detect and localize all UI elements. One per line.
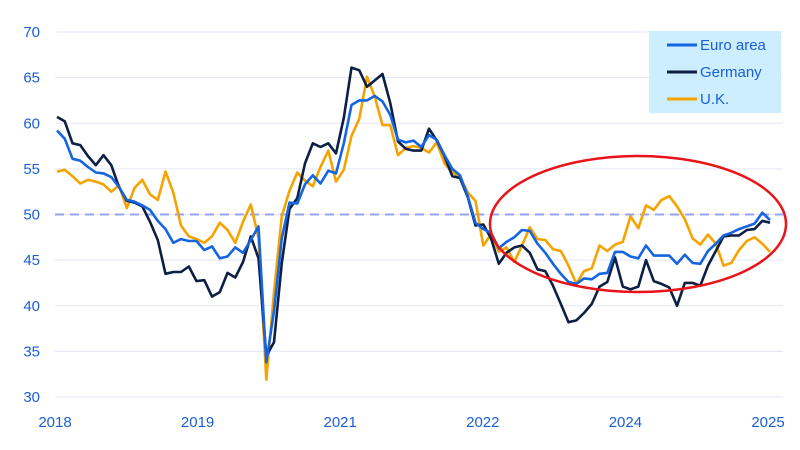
y-tick-label: 35 — [23, 343, 40, 360]
legend-label-uk: U.K. — [700, 91, 729, 108]
y-tick-label: 30 — [23, 389, 40, 406]
series-lines — [56, 66, 771, 382]
y-tick-label: 65 — [23, 70, 40, 87]
y-tick-label: 45 — [23, 252, 40, 269]
y-tick-label: 40 — [23, 298, 40, 315]
y-tick-label: 70 — [23, 24, 40, 41]
x-tick-label: 2024 — [609, 414, 642, 431]
x-tick-label: 2022 — [466, 414, 499, 431]
x-tick-label: 2025 — [751, 414, 784, 431]
series-line-u-k — [56, 75, 771, 382]
series-line-euro-area — [56, 94, 771, 364]
highlight-ellipse-annotation — [488, 154, 788, 294]
series-line-germany — [56, 66, 771, 358]
legend-label-euro-area: Euro area — [700, 37, 767, 54]
x-tick-label: 2018 — [38, 414, 71, 431]
y-tick-label: 50 — [23, 207, 40, 224]
y-tick-label: 55 — [23, 161, 40, 178]
legend-label-germany: Germany — [700, 64, 762, 81]
x-tick-label: 2021 — [324, 414, 357, 431]
legend: Euro area Germany U.K. — [649, 31, 781, 113]
y-tick-label: 60 — [23, 115, 40, 132]
x-axis-tick-labels: 2018 2019 2021 2022 2024 2025 — [38, 414, 784, 431]
y-axis-tick-labels: 30 35 40 45 50 55 60 65 70 — [23, 24, 40, 406]
x-tick-label: 2019 — [181, 414, 214, 431]
